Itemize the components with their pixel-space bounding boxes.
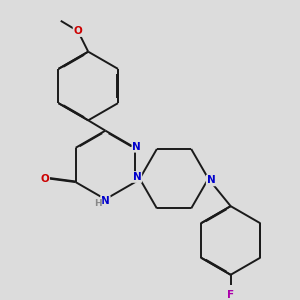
Text: O: O <box>74 26 82 36</box>
Text: H: H <box>94 199 102 208</box>
Text: N: N <box>101 196 110 206</box>
Text: N: N <box>207 176 215 185</box>
Text: F: F <box>227 290 234 300</box>
Text: N: N <box>133 172 141 182</box>
Text: O: O <box>40 174 49 184</box>
Text: N: N <box>132 142 141 152</box>
